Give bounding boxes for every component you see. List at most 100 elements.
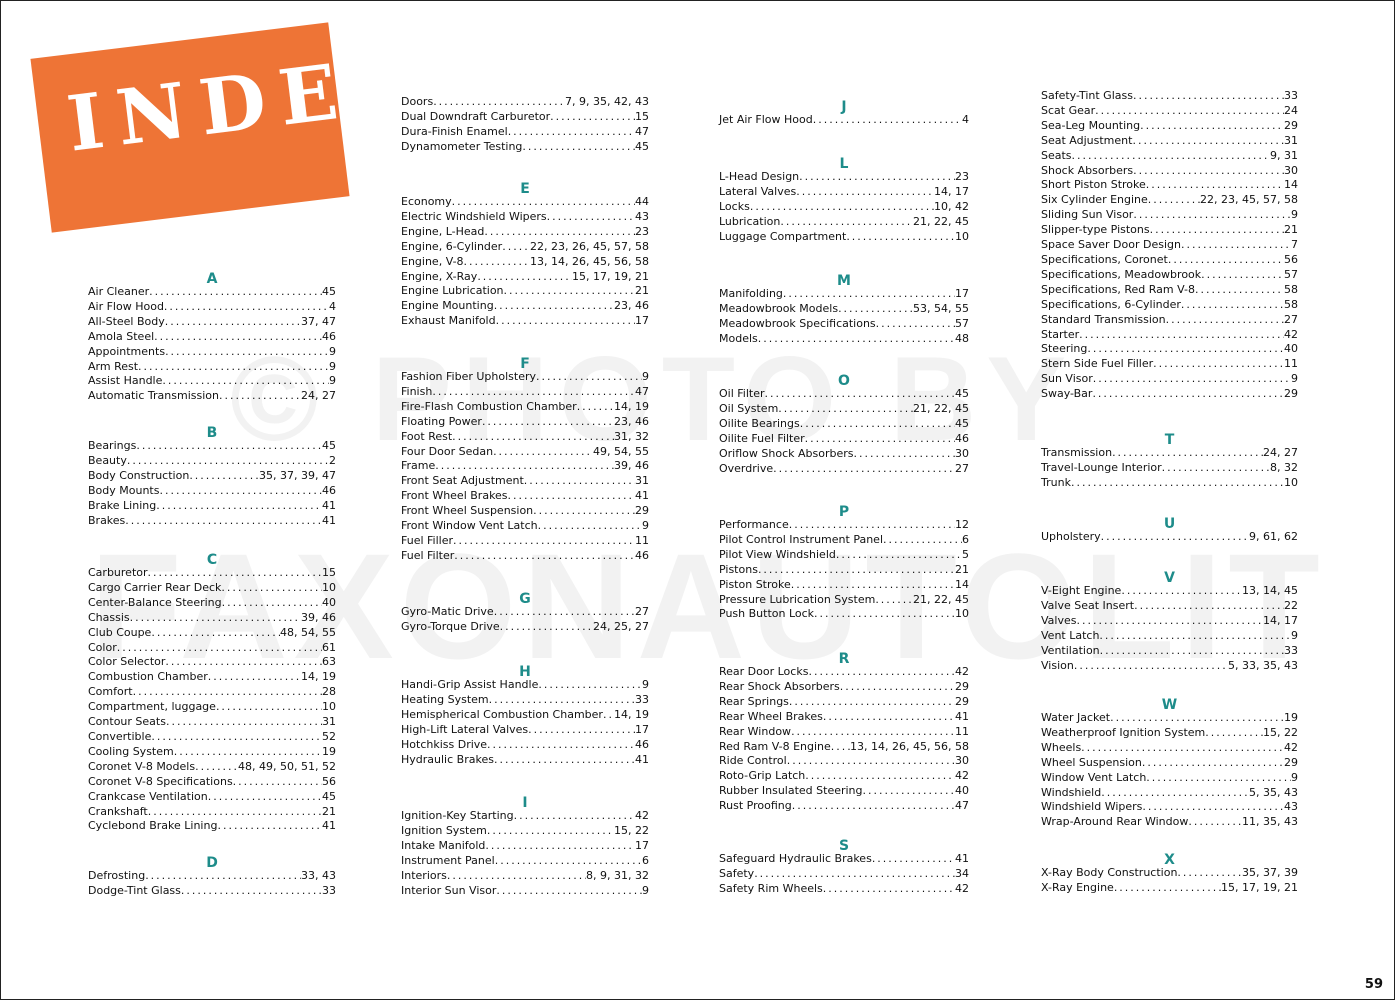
entry-pages: 7 [1291,238,1298,252]
dot-leader [165,315,301,330]
entry-name: Fuel Filter [401,548,455,562]
index-entry: Manifolding 17 [719,287,969,302]
dot-leader [1110,711,1284,726]
entry-pages: 4 [962,113,969,126]
dot-leader [1142,756,1284,771]
index-entry: Pressure Lubrication System 21, 22, 45 [719,593,969,608]
dot-leader [1162,461,1270,476]
entry-name: Specifications, 6-Cylinder [1041,297,1181,311]
index-entry: Performance 12 [719,518,969,533]
entry-pages: 4 [329,299,336,313]
index-entry: Meadowbrook Specifications 57 [719,317,969,332]
index-entry: Sun Visor 9 [1041,372,1298,387]
entry-pages: 14 [955,577,969,591]
index-entry: L-Head Design 23 [719,170,969,185]
entry-pages: 48 [955,331,969,345]
index-entry: Convertible 52 [88,730,336,745]
dot-leader [502,240,530,255]
dot-leader [454,549,635,564]
index-entry: Foot Rest 31, 32 [401,430,649,445]
entry-name: Meadowbrook Specifications [719,316,876,330]
entry-pages: 46 [322,483,336,497]
entry-name: Exhaust Manifold [401,314,496,328]
entry-name: Seats [1041,148,1072,162]
index-entry: Finish 47 [401,385,649,400]
entry-pages: 9 [329,359,336,373]
index-entry: Vision 5, 33, 35, 43 [1041,659,1298,674]
index-entry: Specifications, Red Ram V-8 58 [1041,283,1298,298]
entry-pages: 56 [1284,252,1298,266]
index-entry: Instrument Panel 6 [401,854,649,869]
entry-pages: 5, 33, 35, 43 [1228,658,1298,672]
entry-pages: 29 [1284,755,1298,769]
dot-leader [504,284,635,299]
index-entry: Pilot Control Instrument Panel 6 [719,533,969,548]
entry-pages: 21 [955,562,969,576]
index-entry: Travel-Lounge Interior 8, 32 [1041,461,1298,476]
entry-pages: 57 [955,316,969,330]
entry-name: Convertible [88,729,152,743]
entry-name: Pistons [719,562,758,576]
entry-pages: 31 [1284,133,1298,147]
entry-pages: 21 [635,284,649,298]
dot-leader [494,605,635,620]
index-entry: High-Lift Lateral Valves 17 [401,723,649,738]
section-letter: J [841,99,847,115]
entry-name: Bearings [88,439,137,452]
index-entry: Rubber Insulated Steering 40 [719,784,969,799]
entry-name: Rear Springs [719,694,789,708]
section-letter: C [206,552,218,568]
entry-name: Valve Seat Insert [1041,598,1135,612]
dot-leader [217,819,322,834]
entry-pages: 47 [635,384,649,398]
entry-name: Vent Latch [1041,628,1100,642]
entry-pages: 29 [955,679,969,693]
entry-name: Interior Sun Visor [401,883,497,897]
entry-pages: 5, 35, 43 [1249,785,1298,799]
entry-pages: 10 [322,700,336,714]
index-entry: Contour Seats 31 [88,715,336,730]
index-entry: Hemispherical Combustion Chamber 14, 19 [401,708,649,723]
dot-leader [1093,372,1291,387]
index-group: Jet Air Flow Hood 4 [719,113,969,128]
entry-name: Hotchkiss Drive [401,737,488,751]
entry-name: Air Cleaner [88,285,150,298]
index-entry: Body Construction 35, 37, 39, 47 [88,469,336,484]
dot-leader [758,563,955,578]
entry-name: Fashion Fiber Upholstery [401,370,537,383]
dot-leader [477,270,572,285]
dot-leader [872,852,955,867]
dot-leader [533,504,635,519]
entry-pages: 46 [635,737,649,751]
index-entry: Rear Shock Absorbers 29 [719,680,969,695]
entry-pages: 27 [1284,312,1298,326]
dot-leader [791,725,955,740]
dot-leader [482,415,614,430]
entry-pages: 29 [635,504,649,518]
entry-pages: 15 [322,566,336,579]
entry-name: Contour Seats [88,715,166,729]
index-entry: Brakes 41 [88,514,336,529]
index-group: Handi-Grip Assist Handle 9 Heating System 3… [401,678,649,767]
index-entry: Vent Latch 9 [1041,629,1298,644]
index-entry: Fire-Flash Combustion Chamber 14, 19 [401,400,649,415]
entry-pages: 24, 25, 27 [593,619,649,633]
entry-pages: 21, 22, 45 [913,592,969,606]
index-entry: Lubrication 21, 22, 45 [719,215,969,230]
index-entry: Oil Filter 45 [719,387,969,402]
entry-pages: 30 [955,446,969,460]
entry-pages: 23, 46 [614,414,649,428]
section-letter: R [838,651,850,667]
entry-pages: 53, 54, 55 [913,301,969,315]
entry-name: Wheel Suspension [1041,755,1142,769]
entry-name: Oil Filter [719,387,765,400]
entry-pages: 12 [955,518,969,531]
dot-leader [1076,614,1263,629]
entry-name: Windshield [1041,785,1102,799]
entry-name: Compartment, luggage [88,700,216,714]
dot-leader [1181,238,1291,253]
dot-leader [159,484,322,499]
entry-name: Sun Visor [1041,372,1093,386]
entry-name: Performance [719,518,789,531]
entry-name: Front Wheel Suspension [401,504,534,518]
